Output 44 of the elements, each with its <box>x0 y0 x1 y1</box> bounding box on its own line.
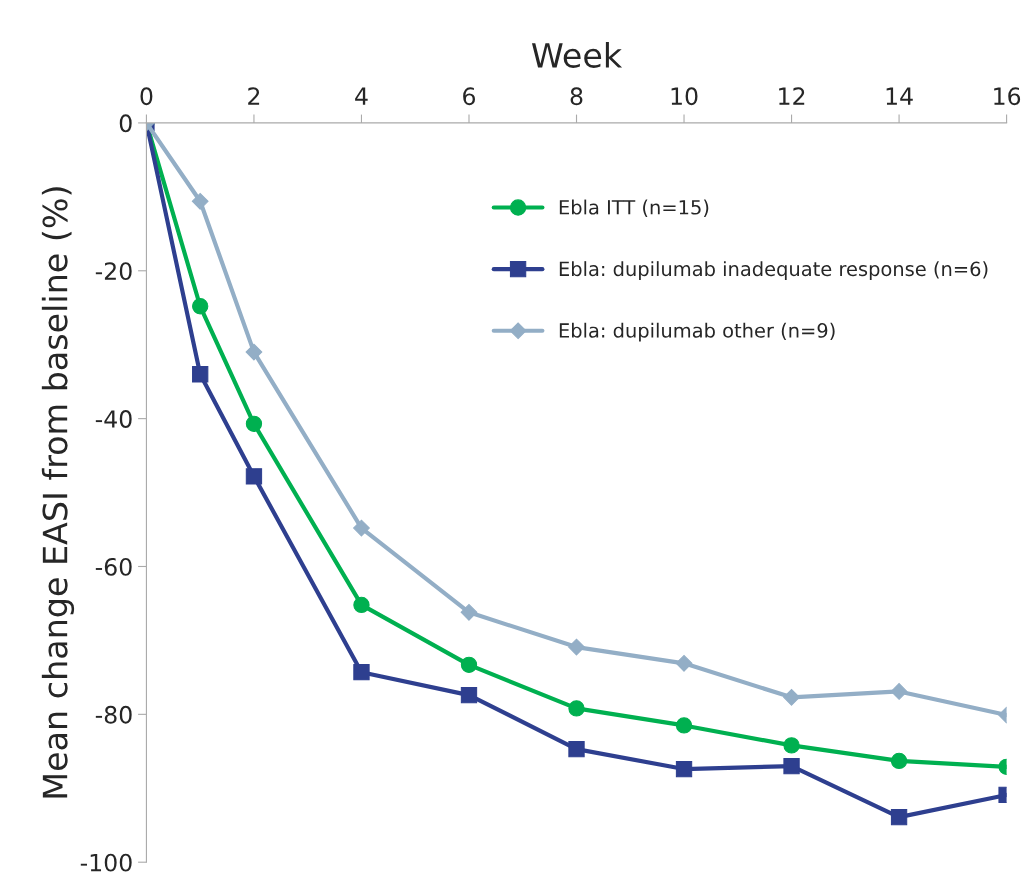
point <box>353 519 370 537</box>
point <box>353 664 370 681</box>
point <box>353 596 370 614</box>
x-tick-label: 2 <box>248 87 260 105</box>
x-tick-label: 10 <box>671 87 698 106</box>
legend-label: Ebla: dupilumab inadequate response (n=6) <box>559 261 988 280</box>
y-tick-label: -60 <box>95 557 132 576</box>
point <box>460 686 478 704</box>
point <box>783 688 800 706</box>
legend-label: Ebla ITT (n=15) <box>559 199 709 217</box>
legend-label: Ebla: dupilumab other (n=9) <box>559 322 835 342</box>
point <box>245 468 263 485</box>
x-tick-label: 0 <box>140 87 153 106</box>
x-tick-label: 8 <box>570 87 583 106</box>
point <box>675 654 693 672</box>
point <box>890 683 908 700</box>
point <box>783 737 800 754</box>
point <box>460 603 478 621</box>
point <box>890 752 908 770</box>
point <box>675 760 693 778</box>
point <box>245 415 263 432</box>
x-tick-label: 12 <box>779 87 805 105</box>
x-tick-label: 6 <box>463 87 476 106</box>
point <box>568 740 585 758</box>
point <box>675 717 693 734</box>
point <box>192 298 209 315</box>
point <box>192 366 209 383</box>
point <box>568 700 585 717</box>
x-tick-label: 14 <box>886 87 913 105</box>
y-tick-label: 0 <box>119 114 132 133</box>
x-tick-label: 4 <box>355 87 368 105</box>
point <box>890 808 908 826</box>
point <box>568 638 585 656</box>
y-tick-label: -100 <box>80 853 132 872</box>
y-tick-label: -40 <box>95 410 132 428</box>
point <box>783 757 800 775</box>
point <box>191 192 209 210</box>
y-tick-label: -20 <box>95 262 132 281</box>
x-axis-title: Week <box>531 42 623 68</box>
x-tick-label: 16 <box>994 87 1021 106</box>
y-tick-label: -80 <box>95 705 132 724</box>
y-axis-title: Mean change EASI from baseline (%) <box>41 187 75 798</box>
point <box>245 343 263 361</box>
point <box>460 656 478 673</box>
